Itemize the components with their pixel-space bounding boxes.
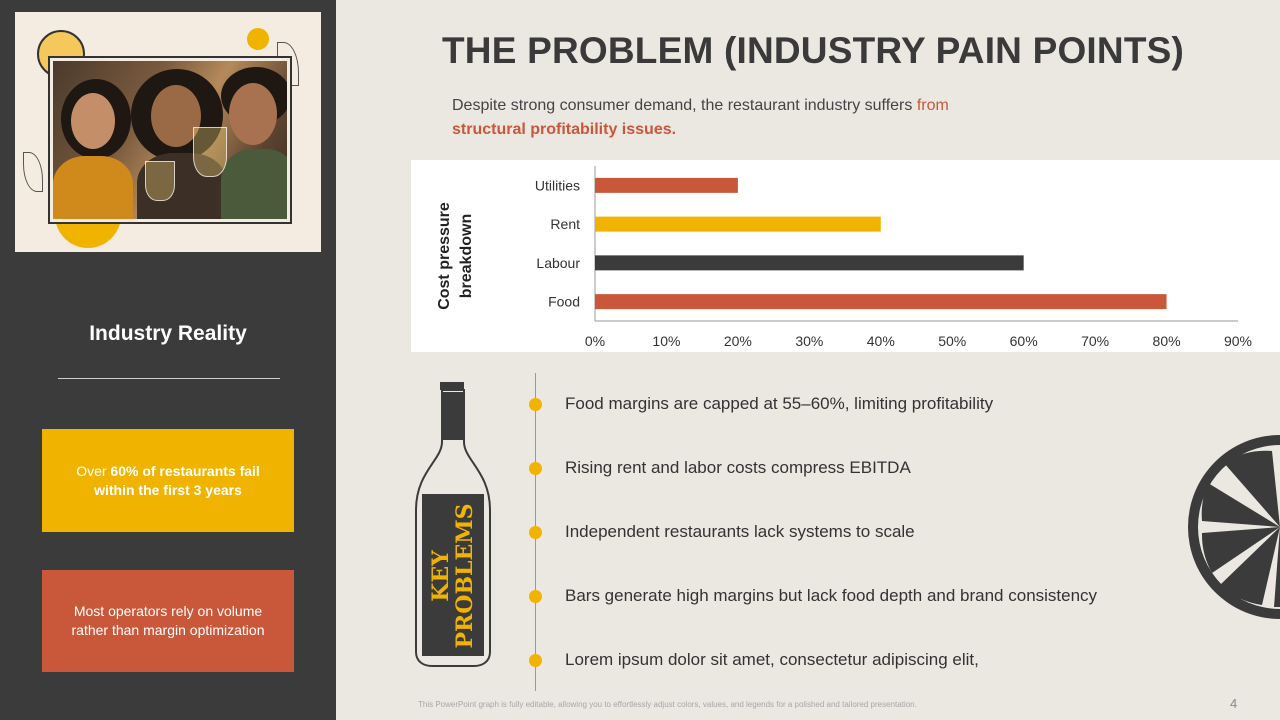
problem-item: Independent restaurants lack systems to …: [529, 522, 915, 542]
stat-card-failure-rate: Over 60% of restaurants fail within the …: [42, 429, 294, 532]
photo-frame: [48, 56, 292, 224]
bullet-dot-icon: [529, 461, 542, 475]
left-panel: Industry Reality Over 60% of restaurants…: [0, 0, 336, 720]
bullet-dot-icon: [529, 653, 542, 667]
x-tick-label: 0%: [585, 333, 605, 349]
cost-pressure-chart: Utilities Rent Labour Food 0% 10% 20% 30% 40% 50%…: [411, 160, 1280, 352]
page-title: THE PROBLEM (INDUSTRY PAIN POINTS): [442, 30, 1185, 71]
bullet-dot-icon: [529, 525, 542, 539]
problem-text: Lorem ipsum dolor sit amet, consectetur …: [565, 650, 979, 669]
problem-item: Rising rent and labor costs compress EBI…: [529, 458, 911, 478]
x-tick-label: 60%: [1010, 333, 1038, 349]
x-tick-label: 30%: [795, 333, 823, 349]
subtitle-highlight: from: [916, 97, 949, 114]
stat-card-volume: Most operators rely on volume rather tha…: [42, 570, 294, 672]
problem-text: Bars generate high margins but lack food…: [565, 586, 1098, 605]
bar-labour: [595, 255, 1024, 271]
bar-utilities: [595, 177, 738, 193]
lemon-dot-icon: [247, 28, 269, 50]
bar-food: [595, 294, 1167, 310]
x-tick-label: 50%: [938, 333, 966, 349]
category-label: Utilities: [535, 177, 580, 193]
category-label: Labour: [536, 255, 580, 271]
page-number: 4: [1230, 696, 1238, 711]
leaf-icon: [23, 152, 43, 192]
bottle-label-problems: PROBLEMS: [452, 503, 478, 648]
subtitle-bold: structural profitability issues.: [452, 121, 677, 138]
divider: [58, 378, 280, 379]
subtitle: Despite strong consumer demand, the rest…: [452, 94, 1052, 142]
stat-card-prefix: Over: [76, 462, 111, 479]
problem-text: Independent restaurants lack systems to …: [565, 522, 915, 541]
bottle-label-key: KEY: [428, 550, 454, 602]
problem-text: Food margins are capped at 55–60%, limit…: [565, 394, 994, 413]
stat-card-volume-text: Most operators rely on volume rather tha…: [71, 603, 265, 638]
x-tick-label: 20%: [724, 333, 752, 349]
x-tick-label: 40%: [867, 333, 895, 349]
problem-text: Rising rent and labor costs compress EBI…: [565, 458, 911, 477]
problem-item: Lorem ipsum dolor sit amet, consectetur …: [529, 650, 979, 670]
x-tick-label: 90%: [1224, 333, 1252, 349]
footnote: This PowerPoint graph is fully editable,…: [418, 700, 917, 709]
bullet-dot-icon: [529, 589, 542, 603]
x-tick-label: 70%: [1081, 333, 1109, 349]
industry-reality-heading: Industry Reality: [89, 322, 247, 345]
bottle-icon: KEY PROBLEMS: [415, 382, 491, 667]
problem-item: Food margins are capped at 55–60%, limit…: [529, 394, 993, 414]
bar-chart-svg: Utilities Rent Labour Food 0% 10% 20% 30% 40% 50%…: [436, 166, 1252, 349]
category-label: Rent: [550, 216, 580, 232]
photo-card: [15, 12, 321, 252]
x-tick-label: 80%: [1153, 333, 1181, 349]
bar-rent: [595, 216, 881, 232]
subtitle-plain: Despite strong consumer demand, the rest…: [452, 97, 917, 114]
problem-item: Bars generate high margins but lack food…: [529, 586, 1097, 606]
stat-card-bold: 60% of restaurants fail within the first…: [94, 462, 260, 498]
x-tick-label: 10%: [652, 333, 680, 349]
citrus-slice-icon: [1188, 435, 1280, 619]
y-axis-title: Cost pressure breakdown: [436, 202, 475, 310]
stat-card-failure-text: Over 60% of restaurants fail within the …: [64, 462, 272, 500]
friends-photo: [53, 61, 287, 219]
bullet-dot-icon: [529, 397, 542, 411]
category-label: Food: [548, 294, 580, 310]
